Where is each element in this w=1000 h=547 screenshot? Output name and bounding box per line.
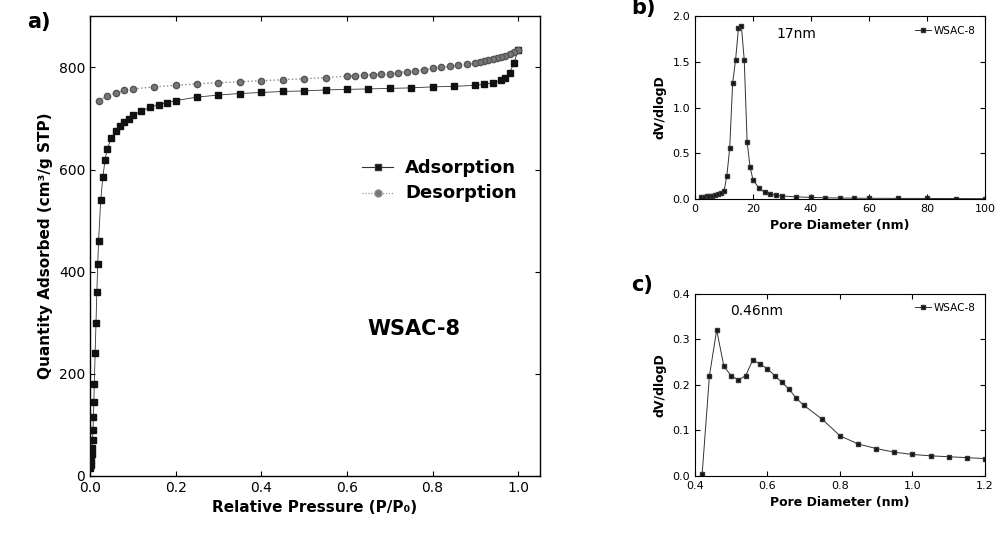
Y-axis label: Quantity Adsorbed (cm³/g STP): Quantity Adsorbed (cm³/g STP): [38, 113, 53, 380]
X-axis label: Relative Pressure (P/P₀): Relative Pressure (P/P₀): [212, 501, 417, 515]
Legend: WSAC-8: WSAC-8: [911, 299, 980, 317]
Legend: WSAC-8: WSAC-8: [911, 22, 980, 40]
X-axis label: Pore Diameter (nm): Pore Diameter (nm): [770, 219, 910, 232]
Text: c): c): [631, 275, 653, 295]
Text: 0.46nm: 0.46nm: [730, 305, 783, 318]
Legend: Adsorption, Desorption: Adsorption, Desorption: [356, 153, 523, 208]
X-axis label: Pore Diameter (nm): Pore Diameter (nm): [770, 496, 910, 509]
Text: 17nm: 17nm: [776, 27, 816, 41]
Y-axis label: dV/dlogD: dV/dlogD: [654, 75, 667, 139]
Text: a): a): [27, 12, 51, 32]
Text: b): b): [631, 0, 656, 18]
Text: WSAC-8: WSAC-8: [367, 319, 460, 339]
Y-axis label: dV/dlogD: dV/dlogD: [654, 353, 667, 417]
